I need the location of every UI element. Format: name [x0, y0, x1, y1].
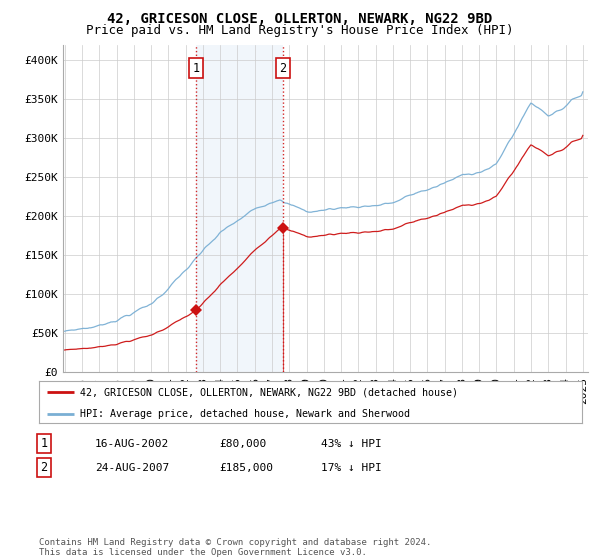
Text: 1: 1 — [193, 62, 200, 74]
Text: HPI: Average price, detached house, Newark and Sherwood: HPI: Average price, detached house, Newa… — [80, 409, 410, 418]
Text: 2: 2 — [40, 461, 47, 474]
Text: 16-AUG-2002: 16-AUG-2002 — [95, 438, 169, 449]
Text: £185,000: £185,000 — [219, 463, 273, 473]
Text: 24-AUG-2007: 24-AUG-2007 — [95, 463, 169, 473]
Text: £80,000: £80,000 — [219, 438, 266, 449]
Text: 1: 1 — [40, 437, 47, 450]
Text: 43% ↓ HPI: 43% ↓ HPI — [321, 438, 382, 449]
Bar — [196, 45, 283, 372]
Text: 42, GRICESON CLOSE, OLLERTON, NEWARK, NG22 9BD: 42, GRICESON CLOSE, OLLERTON, NEWARK, NG… — [107, 12, 493, 26]
Text: Price paid vs. HM Land Registry's House Price Index (HPI): Price paid vs. HM Land Registry's House … — [86, 24, 514, 36]
Text: 17% ↓ HPI: 17% ↓ HPI — [321, 463, 382, 473]
Text: 2: 2 — [280, 62, 287, 74]
Text: 42, GRICESON CLOSE, OLLERTON, NEWARK, NG22 9BD (detached house): 42, GRICESON CLOSE, OLLERTON, NEWARK, NG… — [80, 387, 458, 397]
Text: Contains HM Land Registry data © Crown copyright and database right 2024.
This d: Contains HM Land Registry data © Crown c… — [39, 538, 431, 557]
